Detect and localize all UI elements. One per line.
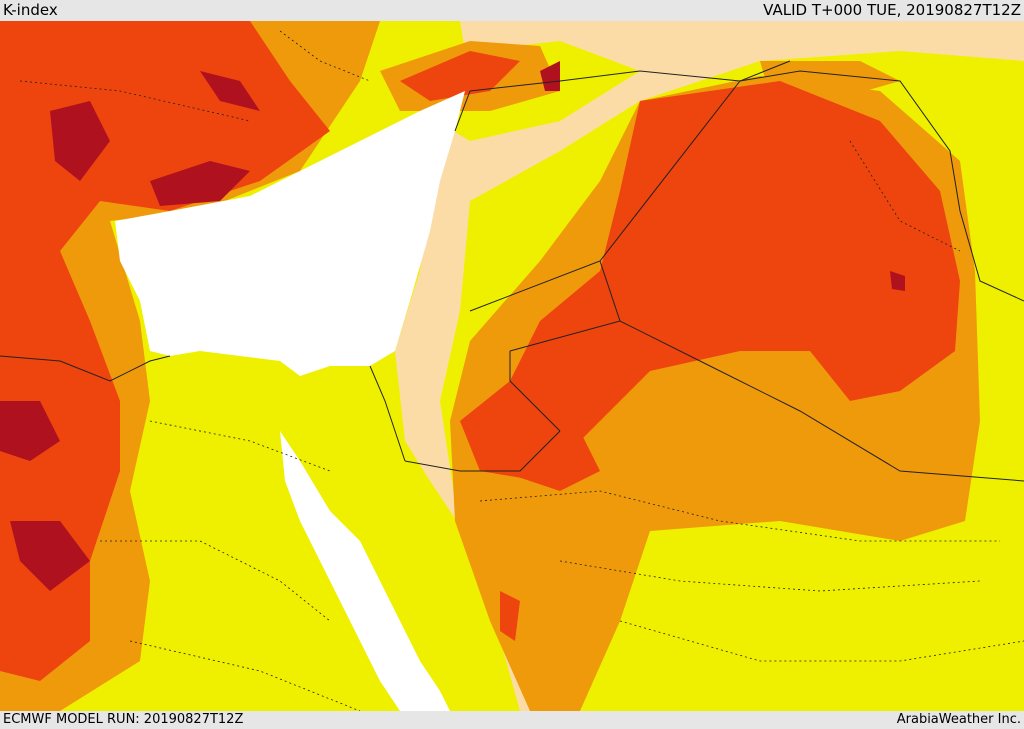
country-borders [0,60,1024,482]
valid-time-label: VALID T+000 TUE, 20190827T12Z [763,1,1021,19]
model-run-label: ECMWF MODEL RUN: 20190827T12Z [3,712,244,727]
footer-bar: ECMWF MODEL RUN: 20190827T12Z ArabiaWeat… [0,711,1024,729]
sea-areas [115,91,465,711]
header-bar: K-index VALID T+000 TUE, 20190827T12Z [0,0,1024,21]
credit-label: ArabiaWeather Inc. [896,712,1021,727]
k-index-level-4 [0,61,905,591]
map-title: K-index [3,1,58,19]
internal-boundaries [19,30,1024,711]
k-index-map [0,21,1024,711]
